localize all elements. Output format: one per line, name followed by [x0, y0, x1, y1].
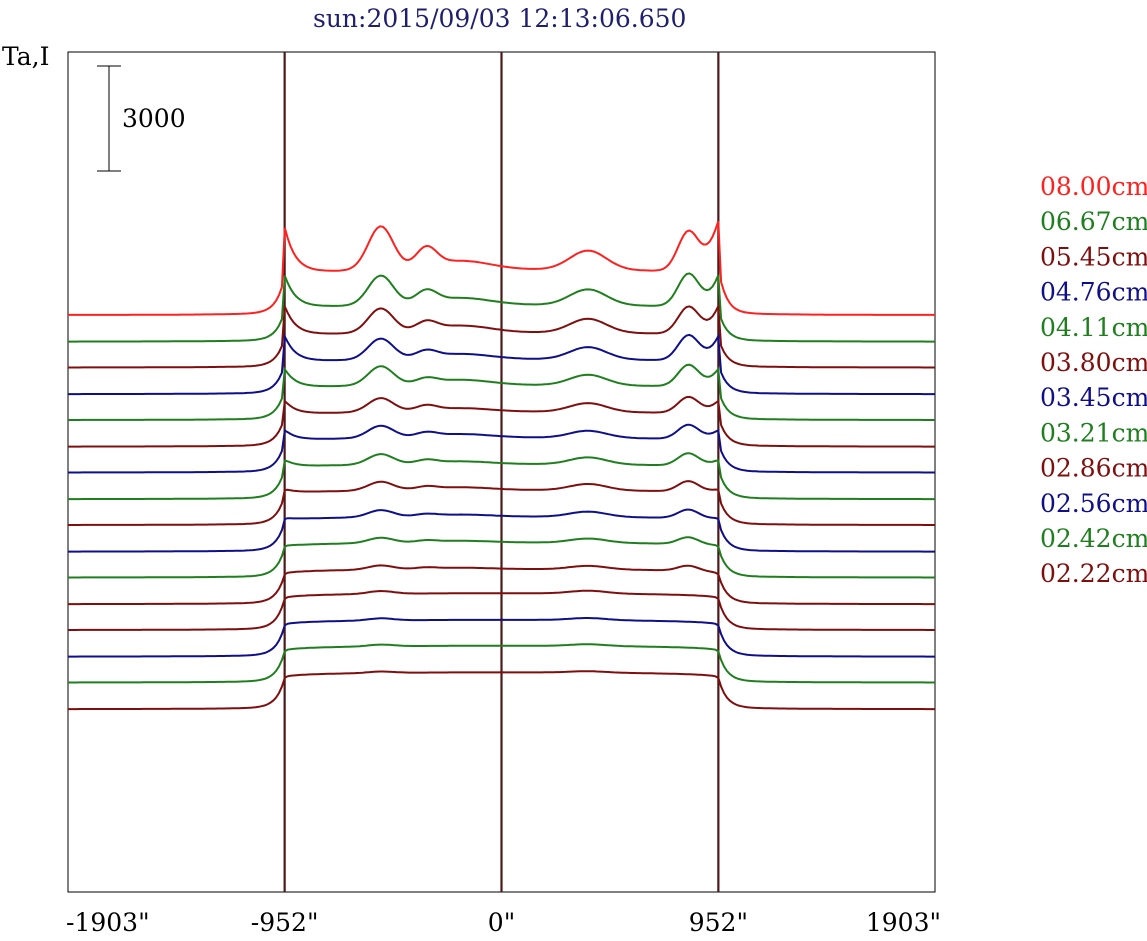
legend-item-08.00cm: 08.00cm — [1040, 172, 1147, 201]
legend-item-04.76cm: 04.76cm — [1040, 278, 1147, 307]
curve-extra-3 — [68, 670, 935, 711]
curve-02.86cm — [68, 480, 935, 526]
curve-02.56cm — [68, 508, 935, 553]
legend-item-02.86cm: 02.86cm — [1040, 454, 1147, 483]
x-tick-label-0: -1903" — [66, 908, 150, 937]
curve-04.11cm — [68, 363, 935, 421]
curve-02.42cm — [68, 536, 935, 579]
legend-item-02.56cm: 02.56cm — [1040, 489, 1147, 518]
x-tick-label-3: 952" — [689, 908, 748, 937]
scale-bar-label: 3000 — [122, 104, 186, 133]
y-axis-label: Ta,I — [2, 42, 50, 71]
curve-04.76cm — [68, 332, 935, 396]
curve-08.00cm — [68, 220, 935, 316]
x-tick-labels: -1903" -952" 0" 952" 1903" — [66, 908, 941, 937]
curve-03.21cm — [68, 452, 935, 501]
legend-item-03.45cm: 03.45cm — [1040, 383, 1147, 412]
x-tick-label-4: 1903" — [866, 908, 941, 937]
curve-05.45cm — [68, 302, 935, 369]
curve-06.67cm — [68, 272, 935, 343]
curve-extra-1 — [68, 617, 935, 658]
legend-item-06.67cm: 06.67cm — [1040, 207, 1147, 236]
x-tick-label-2: 0" — [488, 908, 515, 937]
scale-bar: 3000 — [97, 65, 186, 172]
legend-item-03.21cm: 03.21cm — [1040, 418, 1147, 447]
legend: 08.00cm 06.67cm 05.45cm 04.76cm 04.11cm 03.80… — [1040, 172, 1147, 588]
reference-lines — [283, 52, 720, 892]
legend-item-02.22cm: 02.22cm — [1040, 559, 1147, 588]
legend-item-04.11cm: 04.11cm — [1040, 313, 1147, 342]
legend-item-03.80cm: 03.80cm — [1040, 348, 1147, 377]
chart-title: sun:2015/09/03 12:13:06.650 — [313, 4, 687, 33]
curve-02.22cm — [68, 564, 935, 606]
curve-extra-2 — [68, 643, 935, 684]
curve-extra-0 — [68, 589, 935, 631]
curve-03.45cm — [68, 423, 935, 474]
legend-item-05.45cm: 05.45cm — [1040, 242, 1147, 271]
x-tick-label-1: -952" — [251, 908, 319, 937]
legend-item-02.42cm: 02.42cm — [1040, 524, 1147, 553]
scan-curves — [68, 220, 935, 711]
curve-03.80cm — [68, 395, 935, 448]
